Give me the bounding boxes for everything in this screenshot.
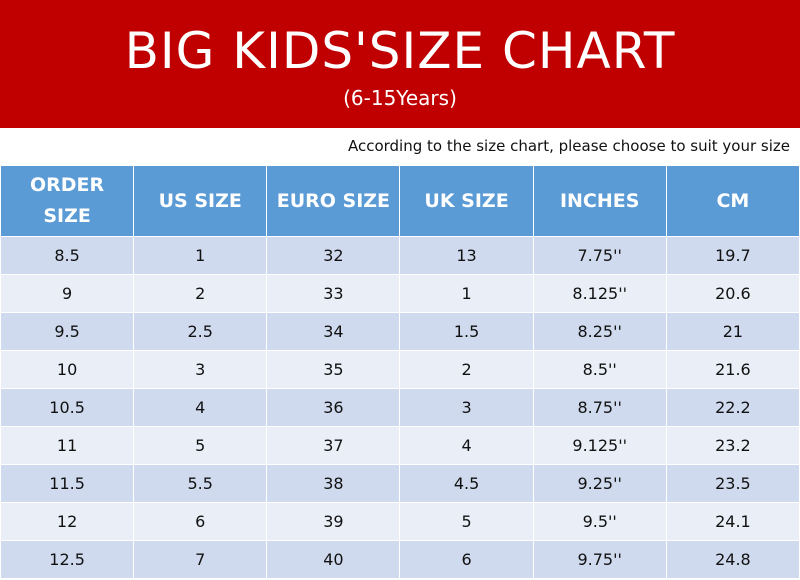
column-header: US SIZE — [133, 165, 268, 237]
table-cell: 13 — [399, 236, 534, 275]
table-row: 11 5 37 4 9.125'' 23.2 — [0, 426, 800, 465]
table-cell: 23.5 — [665, 464, 800, 503]
table-cell: 1.5 — [399, 312, 534, 351]
table-cell: 32 — [266, 236, 401, 275]
table-cell: 10.5 — [0, 388, 135, 427]
table-cell: 33 — [266, 274, 401, 313]
table-cell: 9 — [0, 274, 135, 313]
table-cell: 10 — [0, 350, 135, 389]
column-header: ORDER SIZE — [0, 165, 135, 237]
table-row: 12.5 7 40 6 9.75'' 24.8 — [0, 540, 800, 579]
table-row: 10 3 35 2 8.5'' 21.6 — [0, 350, 800, 389]
table-cell: 1 — [133, 236, 268, 275]
table-cell: 8.75'' — [532, 388, 667, 427]
table-cell: 24.1 — [665, 502, 800, 541]
table-cell: 6 — [133, 502, 268, 541]
table-cell: 8.5'' — [532, 350, 667, 389]
header-row: ORDER SIZE US SIZE EURO SIZE UK SIZE INCHES C… — [0, 165, 800, 237]
table-cell: 6 — [399, 540, 534, 579]
table-cell: 22.2 — [665, 388, 800, 427]
table-cell: 3 — [133, 350, 268, 389]
table-cell: 36 — [266, 388, 401, 427]
table-row: 11.5 5.5 38 4.5 9.25'' 23.5 — [0, 464, 800, 503]
subtitle: (6-15Years) — [343, 86, 457, 110]
title: BIG KIDS'SIZE CHART — [124, 22, 676, 80]
table-cell: 11 — [0, 426, 135, 465]
table-cell: 20.6 — [665, 274, 800, 313]
table-cell: 5.5 — [133, 464, 268, 503]
table-cell: 35 — [266, 350, 401, 389]
column-header: INCHES — [532, 165, 667, 237]
table-cell: 9.5'' — [532, 502, 667, 541]
table-cell: 24.8 — [665, 540, 800, 579]
table-cell: 7.75'' — [532, 236, 667, 275]
table-cell: 9.5 — [0, 312, 135, 351]
table-cell: 7 — [133, 540, 268, 579]
table-cell: 8.125'' — [532, 274, 667, 313]
table-cell: 3 — [399, 388, 534, 427]
size-table: ORDER SIZE US SIZE EURO SIZE UK SIZE INCHES C… — [0, 165, 800, 579]
table-cell: 12.5 — [0, 540, 135, 579]
table-cell: 34 — [266, 312, 401, 351]
table-cell: 4.5 — [399, 464, 534, 503]
table-cell: 2 — [399, 350, 534, 389]
table-cell: 9.125'' — [532, 426, 667, 465]
table-cell: 5 — [399, 502, 534, 541]
table-cell: 8.25'' — [532, 312, 667, 351]
table-cell: 38 — [266, 464, 401, 503]
table-cell: 8.5 — [0, 236, 135, 275]
table-cell: 9.75'' — [532, 540, 667, 579]
table-row: 12 6 39 5 9.5'' 24.1 — [0, 502, 800, 541]
table-cell: 21 — [665, 312, 800, 351]
table-cell: 19.7 — [665, 236, 800, 275]
table-cell: 12 — [0, 502, 135, 541]
table-row: 9.5 2.5 34 1.5 8.25'' 21 — [0, 312, 800, 351]
note: According to the size chart, please choo… — [347, 137, 790, 155]
table-cell: 23.2 — [665, 426, 800, 465]
table-cell: 39 — [266, 502, 401, 541]
column-header: CM — [665, 165, 800, 237]
table-cell: 37 — [266, 426, 401, 465]
table-cell: 1 — [399, 274, 534, 313]
table-row: 8.5 1 32 13 7.75'' 19.7 — [0, 236, 800, 275]
column-header: UK SIZE — [399, 165, 534, 237]
table-cell: 4 — [399, 426, 534, 465]
table-cell: 2 — [133, 274, 268, 313]
table-row: 10.5 4 36 3 8.75'' 22.2 — [0, 388, 800, 427]
table-cell: 9.25'' — [532, 464, 667, 503]
table-cell: 21.6 — [665, 350, 800, 389]
table-cell: 40 — [266, 540, 401, 579]
table-cell: 4 — [133, 388, 268, 427]
table-body: 8.5 1 32 13 7.75'' 19.7 9 2 33 1 8.125'' 20.6 9.5 2.5… — [0, 236, 800, 579]
table-row: 9 2 33 1 8.125'' 20.6 — [0, 274, 800, 313]
table-cell: 2.5 — [133, 312, 268, 351]
banner: BIG KIDS'SIZE CHART (6-15Years) — [0, 0, 800, 128]
table-cell: 5 — [133, 426, 268, 465]
table-cell: 11.5 — [0, 464, 135, 503]
column-header: EURO SIZE — [266, 165, 401, 237]
